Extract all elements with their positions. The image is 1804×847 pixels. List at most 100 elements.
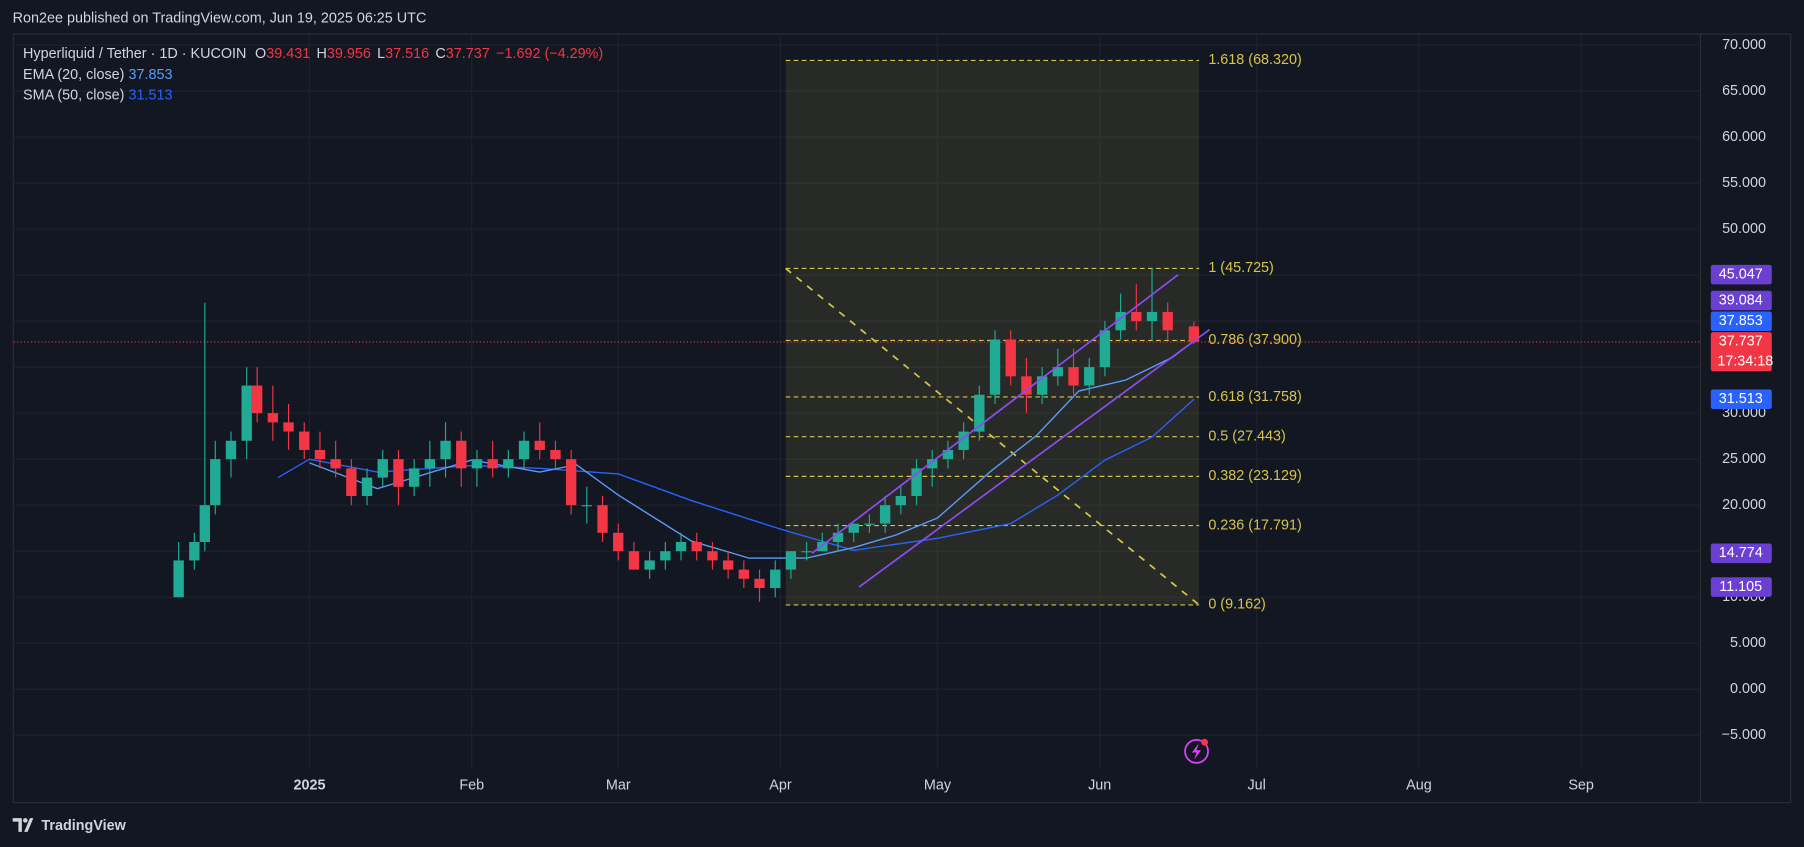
candle-body (377, 459, 388, 478)
candle-body (974, 394, 985, 432)
candle-body (550, 449, 561, 460)
y-tick-label: 55.000 (1722, 175, 1766, 191)
candle-body (283, 422, 294, 432)
candle-body (1005, 339, 1016, 377)
l-value: 37.516 (385, 46, 429, 62)
price-tag (1710, 264, 1772, 285)
y-tick-label: 20.000 (1722, 497, 1766, 513)
brand: TradingView (41, 818, 126, 834)
candle-body (251, 385, 263, 414)
candle-body (785, 551, 797, 570)
h-value: 39.956 (327, 46, 371, 62)
price-tag (1710, 290, 1772, 311)
price-tag-label: 45.047 (1719, 266, 1763, 282)
candle-body (456, 440, 467, 469)
price-tag-label: 14.774 (1719, 545, 1763, 561)
price-tag-label: 31.513 (1719, 391, 1763, 407)
candle-body (1188, 326, 1200, 342)
x-tick-label: May (924, 778, 952, 794)
candle-body (817, 542, 828, 552)
candle-body (424, 459, 436, 469)
fib-label: 0.5 (27.443) (1208, 428, 1286, 444)
candle-body (1115, 311, 1126, 331)
candle-body (927, 459, 938, 469)
ema-line (309, 340, 1195, 559)
logo: TradingView (12, 818, 127, 834)
channel-line (858, 328, 1211, 588)
o-label: O (255, 46, 266, 62)
price-tag (1710, 332, 1772, 372)
candle-body (408, 468, 420, 487)
candle-body (1099, 330, 1111, 368)
candle-body (942, 449, 954, 460)
x-tick-label: Jul (1247, 778, 1265, 794)
candle-body (770, 569, 781, 589)
c-value: 37.737 (446, 46, 490, 62)
ema-value: 37.853 (128, 67, 172, 83)
candle-body (754, 578, 765, 589)
candle-body (1021, 376, 1032, 395)
fib-label: 1.618 (68.320) (1208, 52, 1302, 68)
x-tick-label: Sep (1568, 778, 1594, 794)
candle-body (518, 440, 530, 460)
candle-body (1131, 311, 1142, 322)
price-tag-label: 37.853 (1719, 313, 1763, 329)
sma-value: 31.513 (128, 87, 172, 103)
candle-body (1162, 311, 1173, 331)
price-tag (1710, 311, 1772, 332)
y-tick-label: 60.000 (1722, 129, 1766, 145)
candle-body (440, 440, 451, 460)
ema-legend: EMA (20, close) 37.853 (23, 67, 172, 83)
candle-body (299, 431, 310, 450)
candle-body (722, 560, 734, 570)
candle-body (628, 551, 640, 570)
candle-body (1036, 376, 1048, 395)
candle-body (471, 459, 483, 469)
candle-body (895, 495, 907, 506)
candle-body (691, 542, 702, 552)
y-tick-label: 25.000 (1722, 451, 1766, 467)
candle-body (189, 542, 200, 561)
fib-label: 0.382 (23.129) (1208, 468, 1302, 484)
candle-body (267, 413, 279, 423)
candle-body (393, 459, 404, 487)
candle-body (1084, 367, 1095, 386)
candle-body (565, 459, 577, 506)
candle-body (707, 551, 718, 561)
candle-body (1146, 311, 1158, 322)
fib-trend (785, 267, 1200, 606)
alert-icon[interactable] (1184, 738, 1209, 764)
candle-body (989, 339, 1001, 395)
y-tick-label: 0.000 (1730, 681, 1766, 697)
fib-label: 0 (9.162) (1208, 597, 1266, 613)
price-tag-label: 39.084 (1719, 292, 1763, 308)
sma-legend: SMA (50, close) 31.513 (23, 87, 172, 103)
candle-body (911, 468, 922, 496)
candle-body (958, 431, 969, 450)
price-tag (1710, 543, 1772, 564)
candle-body (644, 560, 655, 570)
o-value: 39.431 (266, 46, 310, 62)
candle-body (864, 523, 875, 525)
symbol: Hyperliquid / Tether · 1D · KUCOIN (23, 46, 246, 62)
candle-body (314, 449, 326, 460)
y-tick-label: 5.000 (1730, 635, 1766, 651)
c-label: C (435, 46, 445, 62)
candle-body (330, 459, 341, 469)
candle-body (225, 440, 237, 460)
candle-body (581, 505, 593, 507)
candle-body (199, 505, 210, 543)
candle-body (738, 569, 750, 579)
change: −1.692 (−4.29%) (496, 46, 603, 62)
candle-body (346, 468, 357, 496)
fib-zone (785, 60, 1200, 605)
candle-body (210, 459, 221, 506)
candle-body (1052, 367, 1063, 377)
h-label: H (316, 46, 326, 62)
l-label: L (377, 46, 385, 62)
y-tick-label: 70.000 (1722, 37, 1766, 53)
countdown: 17:34:18 (1717, 353, 1773, 369)
candle-body (801, 551, 812, 553)
fib-label: 0.786 (37.900) (1208, 332, 1302, 348)
